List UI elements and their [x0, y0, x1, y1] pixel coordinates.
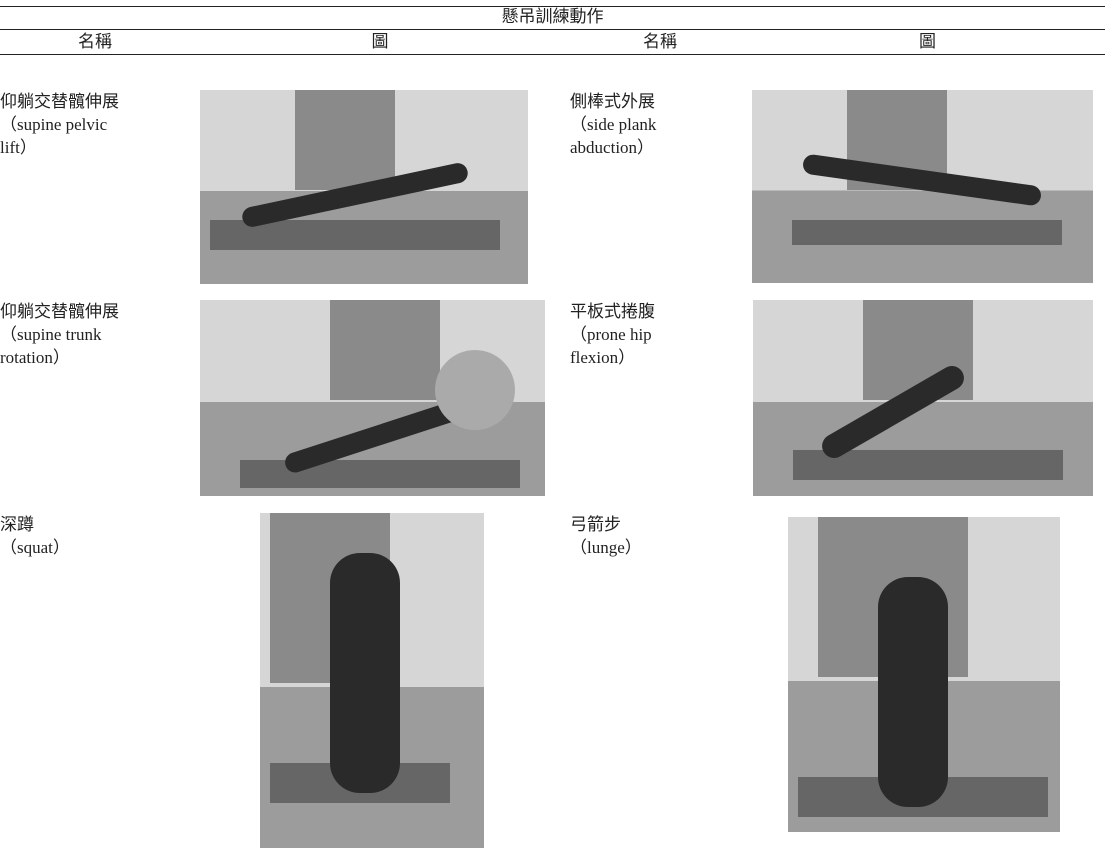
- exercise-name: （side plank: [570, 115, 657, 134]
- exercise-name: lift）: [0, 138, 37, 157]
- exercise-name: flexion）: [570, 348, 636, 367]
- exercise-name: 側棒式外展: [570, 92, 655, 111]
- table-title: 懸吊訓練動作: [501, 7, 604, 26]
- exercise-name: 仰躺交替髖伸展: [0, 92, 119, 111]
- exercise-name: （squat）: [0, 538, 70, 557]
- exercise-name: 平板式捲腹: [570, 302, 655, 321]
- exercise-name: rotation）: [0, 348, 70, 367]
- photo: [753, 300, 1093, 496]
- exercise-name: （prone hip: [570, 325, 652, 344]
- header: 名稱: [643, 32, 677, 51]
- exercise-name: abduction）: [570, 138, 655, 157]
- exercise-name: 弓箭步: [570, 515, 621, 534]
- exercise-name: （lunge）: [570, 538, 642, 557]
- exercise-name: （supine trunk: [0, 325, 102, 344]
- photo: [788, 517, 1060, 832]
- photo: [200, 300, 545, 496]
- photo: [260, 513, 484, 848]
- header: 圖: [371, 32, 389, 51]
- exercise-name: （supine pelvic: [0, 115, 108, 134]
- rule: [0, 6, 1105, 7]
- exercise-name: 深蹲: [0, 515, 34, 534]
- exercise-name: 仰躺交替髖伸展: [0, 302, 119, 321]
- rule: [0, 54, 1105, 55]
- header: 名稱: [78, 32, 112, 51]
- photo: [752, 90, 1093, 283]
- header: 圖: [919, 32, 936, 51]
- rule: [0, 29, 1105, 30]
- photo: [200, 90, 528, 284]
